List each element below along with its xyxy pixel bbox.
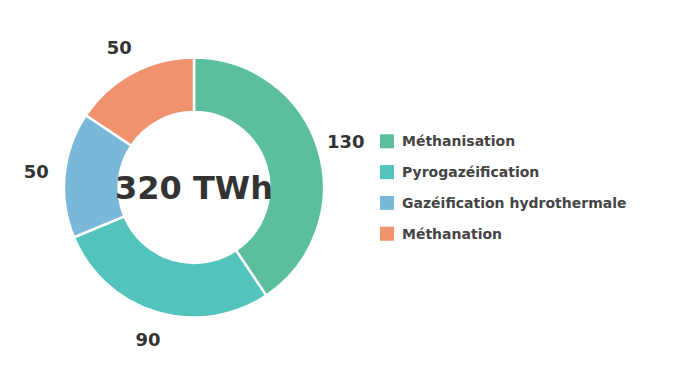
slice xyxy=(74,216,266,317)
center-text: 320 TWh xyxy=(115,169,273,207)
chart: 320 TWh 130 90 50 50 Méthanisation Pyrogazéifi… xyxy=(0,0,693,375)
legend-swatch xyxy=(380,134,394,148)
data-label: 90 xyxy=(135,329,160,350)
legend-label: Gazéification hydrothermale xyxy=(402,195,626,211)
legend-swatch xyxy=(380,165,394,179)
legend-label: Méthanisation xyxy=(402,133,515,149)
legend-label: Pyrogazéification xyxy=(402,164,539,180)
legend-item: Pyrogazéification xyxy=(380,164,539,180)
legend-item: Gazéification hydrothermale xyxy=(380,195,626,211)
data-label: 50 xyxy=(107,37,132,58)
legend-swatch xyxy=(380,196,394,210)
pie-group: 320 TWh 130 90 50 50 xyxy=(24,37,365,350)
legend-item: Méthanisation xyxy=(380,133,515,149)
data-label: 50 xyxy=(24,161,49,182)
legend-label: Méthanation xyxy=(402,226,502,242)
legend-item: Méthanation xyxy=(380,226,502,242)
legend: Méthanisation Pyrogazéification Gazéificat… xyxy=(380,133,626,241)
data-label: 130 xyxy=(327,131,365,152)
legend-swatch xyxy=(380,227,394,241)
slice xyxy=(86,58,194,146)
